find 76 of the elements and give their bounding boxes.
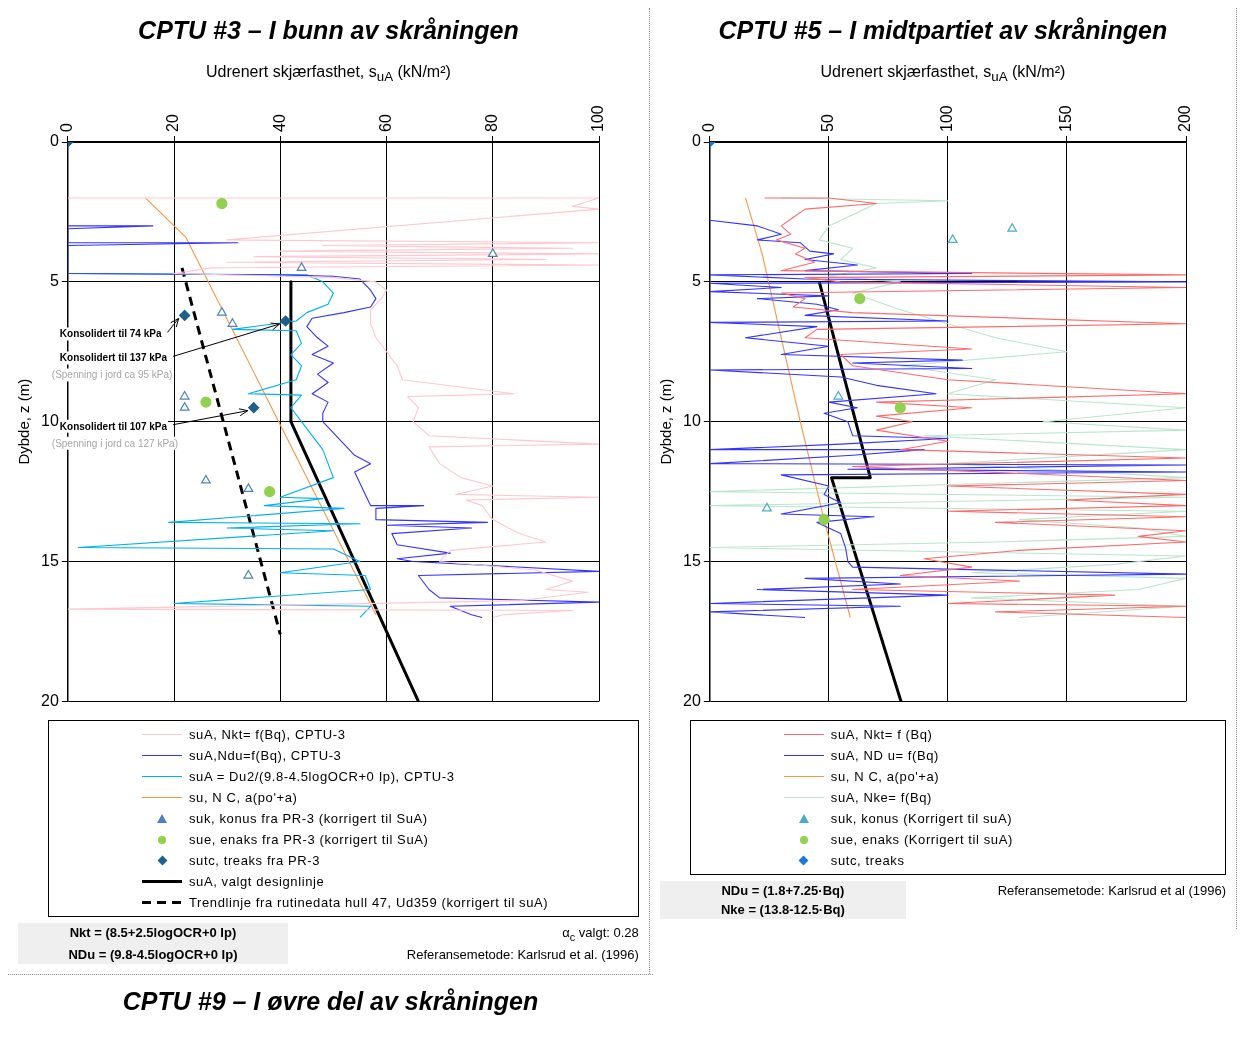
point <box>264 486 276 498</box>
legend-label: suk, konus fra PR-3 (korrigert til SuA) <box>189 811 428 827</box>
x-tick-label: 100 <box>589 105 607 133</box>
y-tick-label: 15 <box>682 552 701 570</box>
y-tick-label: 5 <box>49 272 59 290</box>
legend-label: suk, konus (Korrigert til suA) <box>830 811 1013 827</box>
x-tick-label: 0 <box>58 123 76 133</box>
point <box>833 391 844 400</box>
point <box>854 293 866 305</box>
legend-label: sue, enaks fra PR-3 (korrigert til SuA) <box>189 832 429 848</box>
point <box>894 402 906 414</box>
y-axis-title: Dybde, z (m) <box>656 378 674 465</box>
point <box>1007 223 1017 232</box>
x-tick-label: 60 <box>376 114 394 133</box>
y-tick-label: 20 <box>41 691 59 709</box>
point <box>296 262 307 272</box>
legend-label: sue, enaks (Korrigert til suA) <box>830 832 1013 848</box>
point <box>216 307 227 316</box>
legend-label: suA = Du2/(9.8-4.5logOCR+0 Ip), CPTU-3 <box>189 769 455 785</box>
legend-label: sutc, treaks fra PR-3 <box>189 853 321 869</box>
y-tick-label: 10 <box>41 412 59 430</box>
y-axis-title: Dybde, z (m) <box>15 378 33 465</box>
y-tick-label: 20 <box>682 691 701 709</box>
annotation: Konsolidert til 107 kPa <box>59 420 168 432</box>
text: Nke = (13.8-12.5·Bq) <box>659 900 906 920</box>
legend-label: su, N C, a(po'+a) <box>189 790 298 806</box>
x-tick-label: 50 <box>819 114 837 133</box>
text: α$_{c}$ valgt: 0.28 <box>561 924 639 945</box>
legend-label: suA, Nke= f(Bq) <box>830 790 932 806</box>
chart-title: CPTU #3 – I bunn av skråningen <box>137 15 520 46</box>
annotation: (Spenning i jord ca 127 kPa) <box>51 437 178 449</box>
point <box>487 248 498 258</box>
x-tick-label: 80 <box>483 114 501 133</box>
y-tick-label: 15 <box>41 552 59 570</box>
legend-label: suA, Nkt= f (Bq) <box>830 727 933 743</box>
legend-label: su, N C, a(po'+a) <box>830 769 940 785</box>
legend-label: sutc, treaks <box>830 853 905 869</box>
point <box>179 310 191 322</box>
text: CPTU #9 – I øvre del av skråningen <box>8 974 653 1028</box>
y-tick-label: 5 <box>691 272 701 290</box>
point <box>818 514 830 526</box>
legend-label: suA,Ndu=f(Bq), CPTU-3 <box>189 748 342 764</box>
x-tick-label: 20 <box>164 114 182 133</box>
point <box>761 502 772 512</box>
text: NDu = (1.8+7.25·Bq) <box>659 881 906 901</box>
x-tick-label: 200 <box>1176 105 1194 133</box>
x-tick-label: 150 <box>1057 105 1075 133</box>
point <box>279 315 292 327</box>
point <box>200 396 212 408</box>
text: Referansemetode: Karlsrud et al (1996) <box>996 882 1226 901</box>
point <box>243 483 254 493</box>
point <box>947 234 958 244</box>
point <box>179 391 190 400</box>
text: Nkt = (8.5+2.5logOCR+0 Ip) <box>18 923 288 945</box>
point <box>216 198 228 210</box>
x-axis-title: Udrenert skjærfasthet, s$_{uA}$ (kN/m²) <box>205 63 452 85</box>
annotation: Konsolidert til 137 kPa <box>59 352 168 364</box>
x-tick-label: 0 <box>700 123 718 133</box>
annotation: Konsolidert til 74 kPa <box>59 328 162 340</box>
point <box>243 570 254 579</box>
y-tick-label: 10 <box>682 412 701 430</box>
point <box>248 402 260 414</box>
annotation: (Spenning i jord ca 95 kPa) <box>51 369 173 381</box>
text: NDu = (9.8-4.5logOCR+0 Ip) <box>18 944 288 964</box>
x-axis-title: Udrenert skjærfasthet, s$_{uA}$ (kN/m²) <box>819 63 1067 85</box>
x-tick-label: 40 <box>270 114 288 133</box>
legend-label: suA, valgt designlinje <box>189 874 325 890</box>
text: Referansemetode: Karlsrud et al. (1996) <box>405 945 639 964</box>
chart-title: CPTU #5 – I midtpartiet av skråningen <box>717 15 1169 46</box>
legend-label: suA, Nkt= f(Bq), CPTU-3 <box>189 727 346 743</box>
legend-label: Trendlinje fra rutinedata hull 47, Ud359 (korrigert til suA) <box>189 895 549 911</box>
point <box>227 318 238 328</box>
point <box>179 402 190 411</box>
legend-label: suA, ND u= f(Bq) <box>830 748 940 764</box>
x-tick-label: 100 <box>938 105 956 133</box>
point <box>200 475 211 484</box>
